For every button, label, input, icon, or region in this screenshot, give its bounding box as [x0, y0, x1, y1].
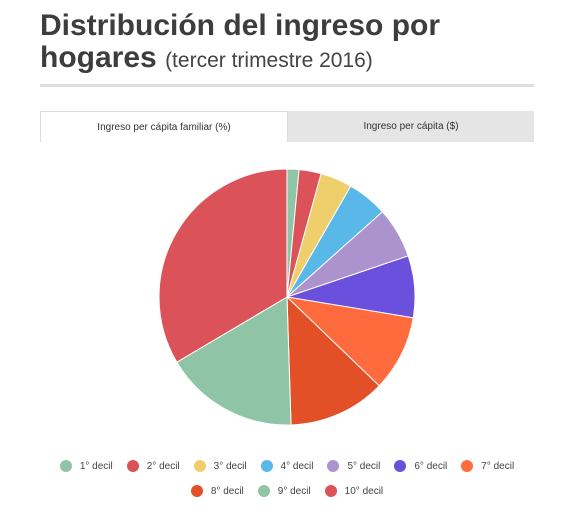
pie-slice-10[interactable] [158, 168, 288, 363]
legend-label: 9° decil [277, 485, 311, 497]
legend-item-1[interactable]: 1° decil [59, 458, 113, 474]
legend-swatch [394, 460, 407, 472]
legend-item-4[interactable]: 4° decil [260, 458, 314, 474]
legend-item-2[interactable]: 2° decil [126, 458, 180, 474]
legend-item-10[interactable]: 10° decil [324, 483, 384, 499]
legend-swatch [461, 460, 474, 472]
legend-label: 10° decil [344, 485, 384, 497]
legend-swatch [327, 460, 340, 472]
legend-label: 4° decil [280, 460, 314, 472]
legend-swatch [324, 485, 337, 497]
legend-label: 3° decil [213, 460, 247, 472]
title-divider [40, 84, 534, 87]
pie-slice-9[interactable] [176, 296, 292, 426]
chart-legend: 1° decil 2° decil 3° decil 4° decil 5° decil… [40, 458, 534, 508]
legend-label: 6° decil [414, 460, 448, 472]
legend-swatch [190, 485, 203, 497]
legend-swatch [193, 460, 206, 472]
tab-ingreso-per-capita-pesos[interactable]: Ingreso per cápita ($) [288, 111, 534, 142]
legend-item-9[interactable]: 9° decil [257, 483, 311, 499]
page-title-text: Distribución del ingreso por hogares [40, 9, 441, 74]
pie-slice-8[interactable] [286, 295, 380, 426]
legend-label: 1° decil [79, 460, 113, 472]
legend-label: 8° decil [210, 485, 244, 497]
legend-swatch [260, 460, 273, 472]
page-subtitle: (tercer trimestre 2016) [165, 49, 373, 72]
tab-label: Ingreso per cápita familiar (%) [97, 121, 231, 133]
legend-swatch [126, 460, 139, 472]
legend-item-3[interactable]: 3° decil [193, 458, 247, 474]
legend-item-5[interactable]: 5° decil [327, 458, 380, 474]
legend-swatch [257, 485, 270, 497]
tab-bar: Ingreso per cápita familiar (%) Ingreso … [40, 111, 534, 142]
legend-label: 5° decil [347, 460, 381, 472]
legend-label: 2° decil [146, 460, 180, 472]
legend-item-8[interactable]: 8° decil [190, 483, 244, 499]
pie-slice-7[interactable] [285, 296, 414, 387]
legend-item-7[interactable]: 7° decil [461, 458, 514, 474]
legend-label: 7° decil [481, 460, 515, 472]
legend-swatch [59, 460, 72, 472]
legend-item-6[interactable]: 6° decil [394, 458, 447, 474]
tab-ingreso-per-capita-familiar-pct[interactable]: Ingreso per cápita familiar (%) [40, 111, 288, 142]
page-title: Distribución del ingreso por hogares (te… [40, 10, 540, 77]
tab-label: Ingreso per cápita ($) [363, 121, 459, 132]
